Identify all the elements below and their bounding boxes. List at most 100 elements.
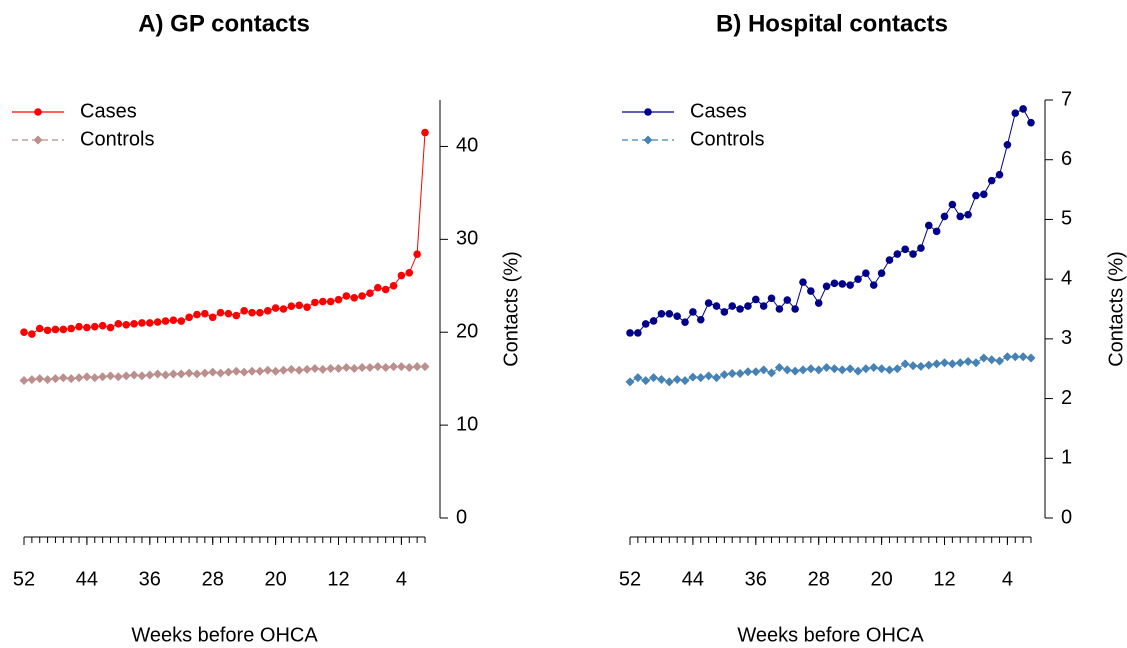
marker bbox=[184, 368, 194, 378]
marker bbox=[901, 245, 909, 254]
marker bbox=[83, 323, 91, 332]
marker bbox=[358, 292, 366, 300]
marker bbox=[145, 370, 155, 380]
x-tick-label: 44 bbox=[682, 568, 704, 590]
x-tick-label: 52 bbox=[13, 568, 35, 590]
marker bbox=[641, 376, 651, 386]
marker bbox=[341, 363, 351, 373]
marker bbox=[326, 297, 335, 306]
marker bbox=[783, 296, 792, 304]
series-line bbox=[630, 108, 1032, 334]
legend-marker bbox=[33, 135, 43, 145]
marker bbox=[798, 365, 808, 375]
marker bbox=[98, 321, 107, 330]
marker bbox=[90, 373, 100, 383]
x-axis-title: Weeks before OHCA bbox=[131, 624, 318, 646]
x-tick-label: 36 bbox=[745, 568, 767, 590]
marker bbox=[1011, 109, 1020, 117]
marker bbox=[877, 364, 887, 374]
marker bbox=[893, 250, 902, 258]
marker bbox=[208, 313, 217, 322]
marker bbox=[822, 363, 832, 373]
marker bbox=[861, 364, 871, 374]
marker bbox=[711, 373, 721, 383]
marker bbox=[909, 250, 917, 258]
marker bbox=[1003, 140, 1012, 149]
marker bbox=[137, 371, 147, 381]
marker bbox=[161, 317, 170, 325]
legend-label: Controls bbox=[690, 128, 764, 150]
marker bbox=[744, 302, 752, 310]
marker bbox=[50, 374, 60, 384]
marker bbox=[129, 370, 139, 380]
x-tick-label: 28 bbox=[202, 568, 224, 590]
marker bbox=[924, 360, 934, 370]
marker bbox=[373, 362, 383, 372]
marker bbox=[657, 309, 666, 318]
marker bbox=[869, 281, 878, 289]
marker bbox=[830, 279, 839, 288]
marker bbox=[1019, 105, 1027, 113]
marker bbox=[201, 309, 209, 318]
marker bbox=[420, 362, 430, 372]
x-tick-label: 36 bbox=[139, 568, 161, 590]
marker bbox=[869, 363, 879, 373]
marker bbox=[948, 200, 957, 209]
marker bbox=[846, 281, 854, 289]
marker bbox=[853, 366, 863, 376]
marker bbox=[971, 358, 981, 368]
marker bbox=[248, 308, 256, 317]
marker bbox=[775, 305, 784, 313]
marker bbox=[626, 329, 634, 337]
marker bbox=[263, 365, 273, 375]
marker bbox=[74, 373, 84, 383]
marker bbox=[940, 212, 949, 221]
marker bbox=[862, 269, 870, 277]
marker bbox=[688, 372, 698, 382]
marker bbox=[286, 364, 296, 374]
marker bbox=[294, 365, 304, 375]
x-tick-label: 12 bbox=[327, 568, 349, 590]
marker bbox=[877, 269, 886, 277]
marker bbox=[649, 317, 658, 325]
marker bbox=[349, 363, 359, 373]
marker bbox=[389, 362, 399, 372]
marker bbox=[728, 302, 737, 310]
marker bbox=[318, 364, 328, 374]
marker bbox=[239, 367, 249, 377]
marker bbox=[759, 365, 769, 375]
marker bbox=[271, 304, 280, 312]
marker bbox=[908, 361, 918, 371]
marker bbox=[51, 325, 60, 334]
marker bbox=[838, 280, 847, 288]
marker bbox=[972, 191, 980, 200]
legend-label: Cases bbox=[690, 100, 747, 122]
y-tick-label: 3 bbox=[1061, 327, 1072, 349]
marker bbox=[664, 377, 674, 387]
marker bbox=[412, 362, 422, 372]
marker bbox=[649, 373, 659, 383]
marker bbox=[113, 372, 123, 382]
marker bbox=[413, 250, 421, 258]
marker bbox=[208, 367, 218, 377]
marker bbox=[43, 375, 53, 385]
marker bbox=[987, 176, 996, 185]
marker bbox=[995, 170, 1004, 179]
marker bbox=[421, 128, 429, 137]
marker bbox=[200, 368, 210, 378]
marker bbox=[979, 353, 989, 363]
marker bbox=[231, 366, 241, 376]
marker bbox=[704, 371, 714, 381]
marker bbox=[374, 283, 382, 292]
marker bbox=[791, 305, 799, 313]
marker bbox=[75, 322, 83, 331]
chart-title: A) GP contacts bbox=[138, 10, 310, 37]
marker bbox=[806, 364, 816, 374]
marker bbox=[854, 275, 862, 283]
marker bbox=[735, 368, 745, 378]
marker bbox=[759, 302, 768, 310]
marker bbox=[58, 373, 68, 383]
x-tick-label: 20 bbox=[870, 568, 892, 590]
marker bbox=[20, 328, 28, 337]
